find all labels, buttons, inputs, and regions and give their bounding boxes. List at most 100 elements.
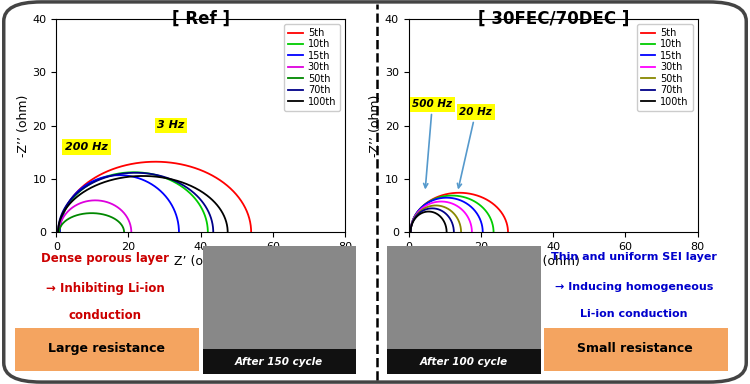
70th [406, 230, 415, 235]
Text: After 100 cycle: After 100 cycle [419, 358, 508, 367]
70th [448, 223, 458, 228]
100th [164, 176, 172, 181]
70th [53, 230, 62, 235]
50th [440, 205, 449, 210]
10th [460, 195, 470, 200]
Text: conduction: conduction [68, 309, 142, 322]
30th [464, 216, 473, 220]
15th [442, 195, 451, 200]
10th [195, 202, 204, 207]
70th [200, 202, 208, 207]
100th [53, 230, 62, 235]
15th [172, 214, 181, 218]
15th [136, 177, 145, 181]
5th [243, 210, 252, 215]
50th [55, 230, 64, 234]
15th [175, 230, 184, 235]
50th [118, 225, 128, 229]
70th [206, 214, 214, 218]
30th [123, 215, 132, 220]
10th [200, 213, 209, 218]
70th [209, 230, 218, 235]
70th [434, 207, 443, 212]
X-axis label: Z’ (ohm): Z’ (ohm) [174, 255, 227, 268]
Text: → Inhibiting Li-ion: → Inhibiting Li-ion [46, 282, 164, 295]
5th [406, 230, 415, 235]
70th [427, 206, 436, 211]
30th [446, 200, 454, 205]
Text: [ Ref ]: [ Ref ] [172, 10, 230, 28]
Legend: 5th, 10th, 15th, 30th, 50th, 70th, 100th: 5th, 10th, 15th, 30th, 50th, 70th, 100th [284, 24, 340, 111]
15th [115, 173, 124, 177]
30th [101, 199, 110, 204]
15th [478, 230, 488, 235]
10th [203, 230, 212, 235]
50th [97, 212, 106, 216]
5th [472, 193, 481, 198]
Line: 50th: 50th [59, 213, 124, 232]
5th [470, 192, 478, 197]
Text: Dense porous layer: Dense porous layer [41, 252, 169, 265]
50th [439, 204, 448, 209]
10th [155, 174, 164, 179]
30th [466, 222, 476, 226]
10th [462, 195, 471, 200]
100th [442, 230, 452, 235]
30th [104, 200, 112, 205]
100th [430, 210, 439, 215]
Text: 20 Hz: 20 Hz [458, 107, 492, 188]
100th [406, 230, 415, 235]
100th [138, 174, 147, 178]
5th [502, 219, 511, 223]
Line: 70th: 70th [58, 173, 213, 232]
Line: 100th: 100th [58, 176, 228, 232]
X-axis label: Z’ (ohm): Z’ (ohm) [526, 255, 580, 268]
70th [406, 230, 415, 234]
5th [454, 190, 464, 195]
100th [169, 177, 178, 182]
Line: 30th: 30th [410, 202, 472, 232]
Text: Small resistance: Small resistance [578, 342, 693, 355]
50th [431, 203, 440, 208]
30th [102, 200, 111, 204]
50th [406, 230, 415, 234]
30th [448, 201, 457, 206]
Line: 70th: 70th [410, 209, 454, 232]
10th [488, 220, 496, 224]
15th [56, 230, 64, 235]
Legend: 5th, 10th, 15th, 30th, 50th, 70th, 100th: 5th, 10th, 15th, 30th, 50th, 70th, 100th [637, 24, 693, 111]
Line: 30th: 30th [59, 200, 131, 232]
Text: → Inducing homogeneous: → Inducing homogeneous [554, 282, 713, 292]
50th [454, 218, 463, 222]
30th [91, 198, 100, 203]
Line: 15th: 15th [410, 198, 483, 232]
100th [224, 230, 232, 235]
100th [53, 229, 62, 234]
Line: 100th: 100th [410, 212, 447, 232]
Text: [ 30FEC/70DEC ]: [ 30FEC/70DEC ] [478, 10, 629, 28]
100th [440, 220, 449, 225]
5th [151, 159, 160, 164]
70th [159, 174, 168, 179]
50th [457, 230, 466, 235]
5th [406, 230, 415, 234]
50th [116, 221, 125, 226]
50th [119, 230, 128, 235]
30th [446, 201, 455, 205]
15th [453, 197, 462, 202]
50th [55, 230, 64, 235]
5th [247, 230, 256, 235]
70th [154, 173, 164, 178]
5th [179, 162, 188, 167]
10th [406, 230, 415, 234]
Text: Thin and uniform SEI layer: Thin and uniform SEI layer [550, 252, 717, 262]
10th [460, 195, 469, 200]
70th [447, 219, 456, 223]
70th [436, 208, 445, 212]
Line: 15th: 15th [60, 175, 179, 232]
15th [133, 175, 142, 180]
5th [470, 192, 478, 197]
10th [152, 173, 160, 177]
5th [503, 230, 512, 235]
5th [180, 163, 189, 167]
